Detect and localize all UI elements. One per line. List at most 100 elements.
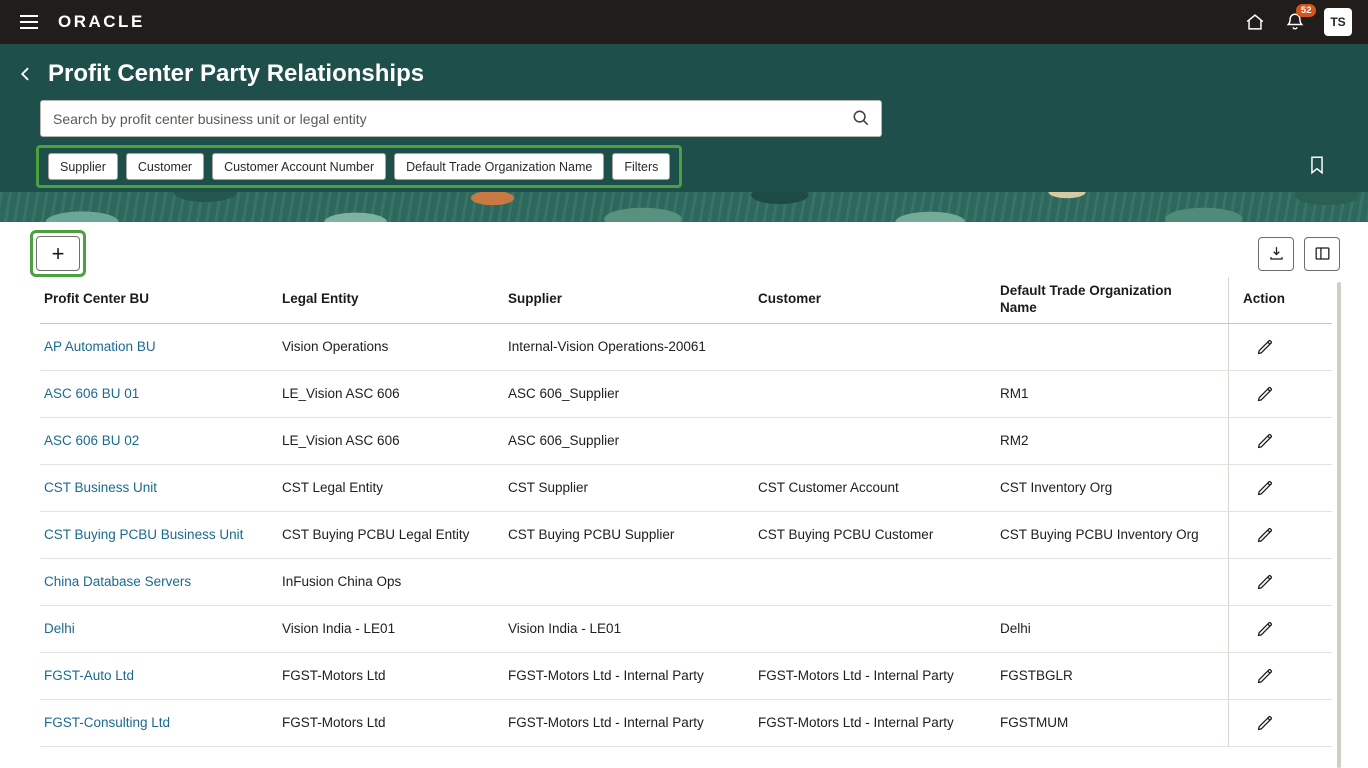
default-trade-org-cell: FGSTBGLR bbox=[1000, 668, 1073, 684]
table-header-row: Profit Center BU Legal Entity Supplier C… bbox=[40, 277, 1332, 324]
default-trade-org-cell: FGSTMUM bbox=[1000, 715, 1069, 731]
manage-columns-button[interactable] bbox=[1304, 236, 1340, 271]
supplier-cell: CST Supplier bbox=[508, 480, 589, 496]
home-button[interactable] bbox=[1244, 11, 1266, 33]
edit-button[interactable] bbox=[1229, 666, 1275, 686]
legal-entity-cell: FGST-Motors Ltd bbox=[282, 668, 386, 684]
supplier-cell: ASC 606_Supplier bbox=[508, 433, 620, 449]
vertical-scrollbar[interactable] bbox=[1337, 282, 1341, 768]
profit-center-bu-link[interactable]: AP Automation BU bbox=[44, 339, 156, 355]
legal-entity-cell: CST Buying PCBU Legal Entity bbox=[282, 527, 470, 543]
column-header-action: Action bbox=[1228, 277, 1332, 323]
action-cell bbox=[1228, 464, 1332, 511]
action-cell bbox=[1228, 652, 1332, 699]
default-trade-org-cell: RM1 bbox=[1000, 386, 1029, 402]
profit-center-bu-link[interactable]: ASC 606 BU 02 bbox=[44, 433, 140, 449]
legal-entity-cell: CST Legal Entity bbox=[282, 480, 384, 496]
customer-cell: CST Customer Account bbox=[758, 480, 899, 496]
table-toolbar: + bbox=[30, 230, 1340, 277]
bookmark-button[interactable] bbox=[1306, 154, 1328, 179]
bookmark-icon bbox=[1311, 156, 1323, 175]
top-bar: ORACLE 52 TS bbox=[0, 0, 1368, 44]
edit-button[interactable] bbox=[1229, 337, 1275, 357]
action-cell bbox=[1228, 417, 1332, 464]
table-row: FGST-Consulting Ltd FGST-Motors Ltd FGST… bbox=[40, 699, 1332, 747]
action-cell bbox=[1228, 558, 1332, 605]
supplier-cell: CST Buying PCBU Supplier bbox=[508, 527, 675, 543]
pencil-icon bbox=[1257, 339, 1273, 354]
columns-icon bbox=[1315, 247, 1329, 260]
profit-center-bu-link[interactable]: CST Buying PCBU Business Unit bbox=[44, 527, 244, 543]
edit-button[interactable] bbox=[1229, 478, 1275, 498]
default-trade-org-cell: Delhi bbox=[1000, 621, 1031, 637]
back-chevron-icon bbox=[20, 67, 29, 81]
table-row: AP Automation BU Vision Operations Inter… bbox=[40, 323, 1332, 371]
annotation-box-chips: Supplier Customer Customer Account Numbe… bbox=[36, 145, 683, 188]
pencil-icon bbox=[1257, 433, 1273, 448]
download-icon bbox=[1269, 247, 1283, 260]
pencil-icon bbox=[1257, 480, 1273, 495]
filter-chip-customer-account-number[interactable]: Customer Account Number bbox=[212, 153, 387, 180]
relationships-table: Profit Center BU Legal Entity Supplier C… bbox=[40, 277, 1332, 747]
annotation-box-add-button: + bbox=[30, 230, 86, 277]
hamburger-menu-button[interactable] bbox=[16, 11, 42, 33]
profit-center-bu-link[interactable]: ASC 606 BU 01 bbox=[44, 386, 140, 402]
main-content: + Profit Center BU Legal Entity Supplier… bbox=[0, 230, 1368, 747]
edit-button[interactable] bbox=[1229, 713, 1275, 733]
notification-badge: 52 bbox=[1296, 4, 1316, 18]
notifications-button[interactable]: 52 bbox=[1284, 4, 1316, 33]
table-row: ASC 606 BU 01 LE_Vision ASC 606 ASC 606_… bbox=[40, 370, 1332, 418]
action-cell bbox=[1228, 511, 1332, 558]
pencil-icon bbox=[1257, 668, 1273, 683]
filter-chip-supplier[interactable]: Supplier bbox=[48, 153, 118, 180]
search-box bbox=[40, 100, 882, 137]
legal-entity-cell: LE_Vision ASC 606 bbox=[282, 386, 400, 402]
search-button[interactable] bbox=[850, 107, 872, 132]
home-icon bbox=[1246, 14, 1264, 30]
user-avatar[interactable]: TS bbox=[1324, 8, 1352, 36]
profit-center-bu-link[interactable]: FGST-Consulting Ltd bbox=[44, 715, 171, 731]
filter-chip-customer[interactable]: Customer bbox=[125, 153, 205, 180]
download-button[interactable] bbox=[1258, 236, 1294, 271]
supplier-cell: ASC 606_Supplier bbox=[508, 386, 620, 402]
pencil-icon bbox=[1257, 574, 1273, 589]
edit-button[interactable] bbox=[1229, 525, 1275, 545]
legal-entity-cell: Vision India - LE01 bbox=[282, 621, 396, 637]
topbar-right: 52 TS bbox=[1244, 4, 1352, 36]
pencil-icon bbox=[1257, 715, 1273, 730]
profit-center-bu-link[interactable]: FGST-Auto Ltd bbox=[44, 668, 135, 684]
bell-icon bbox=[1286, 13, 1304, 30]
table-row: ASC 606 BU 02 LE_Vision ASC 606 ASC 606_… bbox=[40, 417, 1332, 465]
back-button[interactable] bbox=[14, 62, 38, 86]
search-input[interactable] bbox=[40, 100, 882, 137]
edit-button[interactable] bbox=[1229, 572, 1275, 592]
supplier-cell: FGST-Motors Ltd - Internal Party bbox=[508, 715, 704, 731]
column-header-customer: Customer bbox=[758, 291, 822, 307]
edit-button[interactable] bbox=[1229, 619, 1275, 639]
supplier-cell: Internal-Vision Operations-20061 bbox=[508, 339, 706, 355]
pencil-icon bbox=[1257, 621, 1273, 636]
profit-center-bu-link[interactable]: China Database Servers bbox=[44, 574, 192, 590]
table-row: Delhi Vision India - LE01 Vision India -… bbox=[40, 605, 1332, 653]
legal-entity-cell: LE_Vision ASC 606 bbox=[282, 433, 400, 449]
page-header: Profit Center Party Relationships Suppli… bbox=[0, 44, 1368, 222]
edit-button[interactable] bbox=[1229, 384, 1275, 404]
action-cell bbox=[1228, 370, 1332, 417]
add-button[interactable]: + bbox=[36, 236, 80, 271]
edit-button[interactable] bbox=[1229, 431, 1275, 451]
customer-cell: FGST-Motors Ltd - Internal Party bbox=[758, 668, 954, 684]
filters-chip[interactable]: Filters bbox=[612, 153, 671, 180]
default-trade-org-cell: RM2 bbox=[1000, 433, 1029, 449]
decorative-banner-pattern bbox=[0, 192, 1368, 222]
filter-chip-default-trade-organization-name[interactable]: Default Trade Organization Name bbox=[394, 153, 605, 180]
profit-center-bu-link[interactable]: CST Business Unit bbox=[44, 480, 158, 496]
profit-center-bu-link[interactable]: Delhi bbox=[44, 621, 75, 637]
table-row: CST Business Unit CST Legal Entity CST S… bbox=[40, 464, 1332, 512]
default-trade-org-cell: CST Buying PCBU Inventory Org bbox=[1000, 527, 1199, 543]
column-header-supplier: Supplier bbox=[508, 291, 563, 307]
hamburger-icon bbox=[20, 15, 38, 17]
action-cell bbox=[1228, 699, 1332, 746]
oracle-logo: ORACLE bbox=[58, 12, 145, 31]
page-title: Profit Center Party Relationships bbox=[48, 60, 425, 87]
topbar-left: ORACLE bbox=[16, 11, 145, 33]
